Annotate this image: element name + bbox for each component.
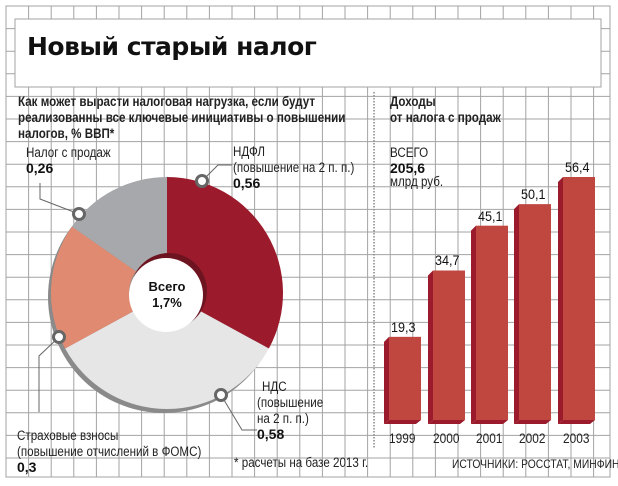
label-insurance-value: 0,3 — [17, 459, 37, 475]
label-insurance-note: (повышение отчислений в ФОМС) — [17, 444, 202, 459]
donut-slice-1 — [167, 177, 283, 349]
bar-base-2002 — [514, 420, 551, 424]
label-ndfl-value: 0,56 — [233, 175, 261, 191]
donut-center-label-1: Всего — [148, 279, 186, 294]
marker-insurance — [52, 330, 66, 344]
title-box — [14, 18, 602, 88]
bar-chart — [384, 177, 595, 424]
label-sales-tax-name: Налог с продаж — [26, 145, 111, 160]
bar-base-2003 — [558, 420, 595, 424]
bar-2002 — [519, 204, 551, 420]
pie-title-line-1: Как может вырасти налоговая нагрузка, ес… — [18, 94, 316, 109]
bar-side-1999 — [384, 336, 389, 424]
label-nds-note-2: на 2 п. п.) — [257, 411, 309, 426]
source-credit: ИСТОЧНИКИ: РОССТАТ, МИНФИН — [452, 457, 618, 471]
leader-sales-tax — [39, 183, 80, 215]
donut-slice-4 — [71, 177, 167, 272]
bar-value-label: 56,4 — [565, 159, 590, 175]
bar-total-value: 205,6 — [390, 160, 426, 176]
bar-2000 — [433, 270, 465, 420]
bar-value-label: 19,3 — [391, 318, 416, 335]
grid-frame — [5, 5, 611, 478]
donut-slice-3 — [50, 226, 136, 349]
bar-total-label: ВСЕГО — [390, 145, 429, 160]
bar-value-label: 34,7 — [435, 252, 460, 269]
page-title: Новый старый налог — [27, 32, 317, 61]
label-nds-note-1: (повышение — [257, 395, 324, 410]
bar-side-2000 — [428, 270, 433, 424]
bar-category-label: 2001 — [476, 431, 503, 446]
donut-hole — [129, 258, 203, 332]
donut-center-label-2: 1,7% — [152, 295, 182, 310]
bar-side-2003 — [558, 177, 563, 424]
bar-category-label: 1999 — [389, 431, 416, 446]
pie-title-line-2: реализованны все ключевые инициативы о п… — [18, 110, 346, 125]
leader-ndfl — [201, 164, 232, 182]
footnote: * расчеты на базе 2013 г. — [234, 455, 369, 470]
bar-total-unit: млрд руб. — [390, 174, 444, 189]
leader-insurance — [38, 336, 60, 412]
label-sales-tax-value: 0,26 — [26, 160, 54, 176]
label-ndfl-name: НДФЛ — [233, 144, 266, 159]
bar-category-label: 2003 — [563, 431, 590, 446]
bar-title-line-2: от налога с продаж — [390, 110, 501, 125]
bar-side-2001 — [471, 225, 476, 424]
bar-side-2002 — [514, 204, 519, 424]
marker-sales-tax — [72, 207, 86, 221]
bar-value-label: 45,1 — [478, 207, 503, 224]
bar-base-2000 — [428, 420, 465, 424]
label-ndfl-note: (повышение на 2 п. п.) — [233, 160, 355, 175]
bar-2003 — [563, 177, 595, 420]
pie-title-line-3: налогов, % ВВП* — [18, 126, 115, 141]
marker-ndfl — [195, 174, 209, 188]
bar-title-line-1: Доходы — [390, 94, 436, 109]
bar-base-2001 — [471, 420, 508, 424]
leader-nds — [220, 394, 257, 431]
bar-category-label: 2000 — [433, 431, 460, 446]
bar-2001 — [476, 225, 508, 420]
donut-chart — [48, 177, 283, 413]
bar-1999 — [389, 336, 421, 420]
donut-slice-2 — [65, 311, 269, 410]
bar-base-1999 — [384, 420, 421, 424]
bar-value-label: 50,1 — [521, 186, 546, 203]
label-nds-name: НДС — [262, 379, 287, 394]
label-insurance-name: Страховые взносы — [17, 428, 119, 443]
marker-nds — [214, 388, 228, 402]
bar-category-label: 2002 — [519, 431, 546, 446]
leader-lines — [38, 164, 257, 431]
label-nds-value: 0,58 — [257, 426, 285, 442]
